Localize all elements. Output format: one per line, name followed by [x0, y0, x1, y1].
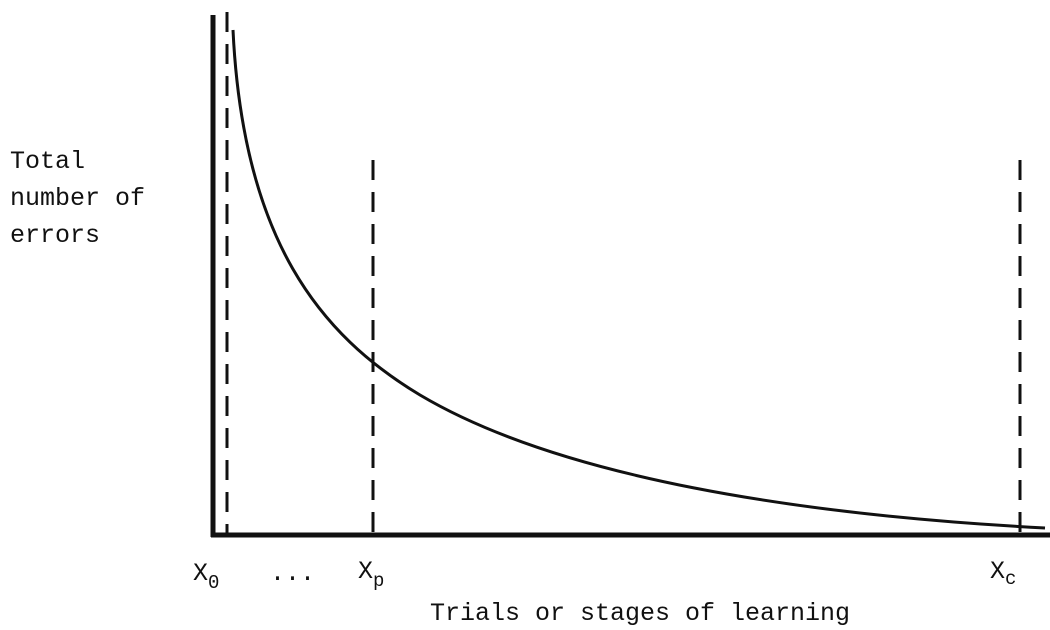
y-label-line: number of: [10, 184, 145, 213]
marker-subscript: 0: [208, 572, 219, 594]
marker-label: Xc: [990, 557, 1016, 590]
marker-base: X: [193, 559, 208, 588]
y-label-line: Total: [10, 147, 85, 176]
marker-base: X: [990, 557, 1005, 586]
y-label-line: errors: [10, 221, 100, 250]
marker-label: ...: [270, 559, 315, 588]
x-label: Trials or stages of learning: [430, 599, 850, 628]
marker-label: X0: [193, 559, 219, 594]
marker-subscript: c: [1005, 568, 1016, 590]
marker-subscript: p: [373, 570, 384, 592]
marker-base: X: [358, 557, 373, 586]
marker-label: Xp: [358, 557, 384, 592]
learning-curve: [231, 29, 1046, 530]
